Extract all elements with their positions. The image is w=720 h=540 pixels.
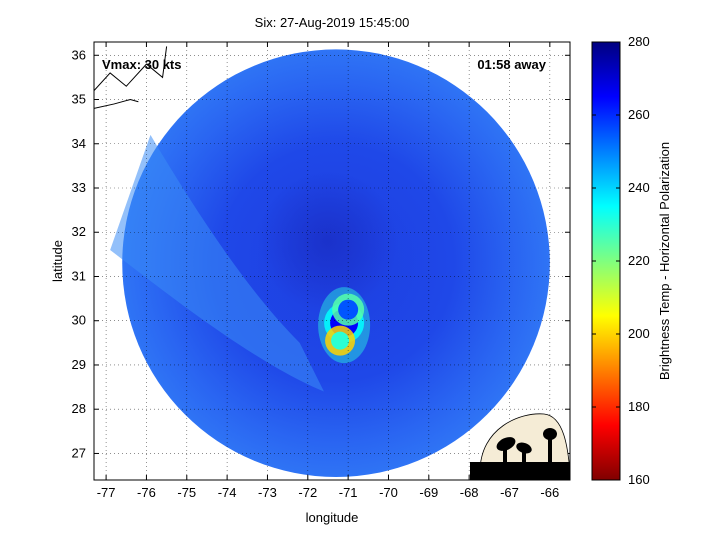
satellite-dish-icon xyxy=(522,452,526,462)
satellite-dish-icon xyxy=(503,448,507,462)
colorbar-tick-label: 260 xyxy=(628,107,650,122)
cold-core-cell xyxy=(338,299,359,320)
water-tower-icon xyxy=(543,428,557,440)
colorbar-tick-label: 180 xyxy=(628,399,650,414)
y-tick-label: 34 xyxy=(72,136,86,151)
x-tick-label: -70 xyxy=(379,485,398,500)
x-tick-label: -77 xyxy=(97,485,116,500)
y-tick-label: 28 xyxy=(72,401,86,416)
colorbar-tick-label: 240 xyxy=(628,180,650,195)
colorbar-tick-label: 200 xyxy=(628,326,650,341)
colorbar-tick-label: 160 xyxy=(628,472,650,487)
colorbar xyxy=(591,41,621,481)
plot-border xyxy=(93,41,571,481)
warm-band xyxy=(110,134,324,392)
y-axis-ticks: 27 28 29 30 31 32 33 34 35 36 xyxy=(72,47,570,460)
x-tick-label: -68 xyxy=(460,485,479,500)
satellite-dish-icon xyxy=(496,437,516,451)
logo-dish-icons xyxy=(496,428,557,462)
cimss-logo: CIMSS xyxy=(470,413,571,480)
y-tick-label: 36 xyxy=(72,47,86,62)
y-tick-label: 31 xyxy=(72,268,86,283)
colorbar-label: Brightness Temp - Horizontal Polarizatio… xyxy=(657,142,672,380)
x-tick-label: -73 xyxy=(258,485,277,500)
cold-core-cells xyxy=(318,287,371,364)
y-tick-label: 27 xyxy=(72,445,86,460)
y-tick-label: 35 xyxy=(72,92,86,107)
colorbar-tick-label: 280 xyxy=(628,34,650,49)
y-tick-label: 29 xyxy=(72,357,86,372)
logo-text: CIMSS xyxy=(495,467,545,479)
satellite-dish-icon xyxy=(516,442,532,454)
storm-center-cold-region xyxy=(257,171,398,312)
coastline-outer-banks xyxy=(94,46,168,92)
plot-content xyxy=(94,42,570,480)
x-tick-label: -66 xyxy=(540,485,559,500)
vmax-annotation: Vmax: 30 kts xyxy=(102,57,182,72)
cold-core-cell xyxy=(331,331,350,350)
y-tick-label: 32 xyxy=(72,224,86,239)
x-tick-label: -67 xyxy=(500,485,519,500)
x-axis-ticks: -77 -76 -75 -74 -73 -72 -71 -70 -69 -68 -67 -66 xyxy=(97,42,559,500)
logo-ground xyxy=(470,462,570,480)
coastline xyxy=(94,46,168,109)
time-away-annotation: 01:58 away xyxy=(477,57,546,72)
x-tick-label: -74 xyxy=(218,485,237,500)
y-tick-label: 33 xyxy=(72,180,86,195)
x-tick-label: -76 xyxy=(137,485,156,500)
x-tick-label: -71 xyxy=(339,485,358,500)
colorbar-ticks: 160 180 200 220 240 260 280 xyxy=(592,34,650,487)
colorbar-tick-label: 220 xyxy=(628,253,650,268)
x-tick-label: -69 xyxy=(419,485,438,500)
coastline-sounds xyxy=(94,98,139,109)
x-axis-label: longitude xyxy=(306,510,359,525)
y-axis-label: latitude xyxy=(50,240,65,282)
water-tower-icon xyxy=(548,438,552,462)
chart-title: Six: 27-Aug-2019 15:45:00 xyxy=(255,15,410,30)
x-tick-label: -72 xyxy=(298,485,317,500)
x-tick-label: -75 xyxy=(177,485,196,500)
y-tick-label: 30 xyxy=(72,313,86,328)
